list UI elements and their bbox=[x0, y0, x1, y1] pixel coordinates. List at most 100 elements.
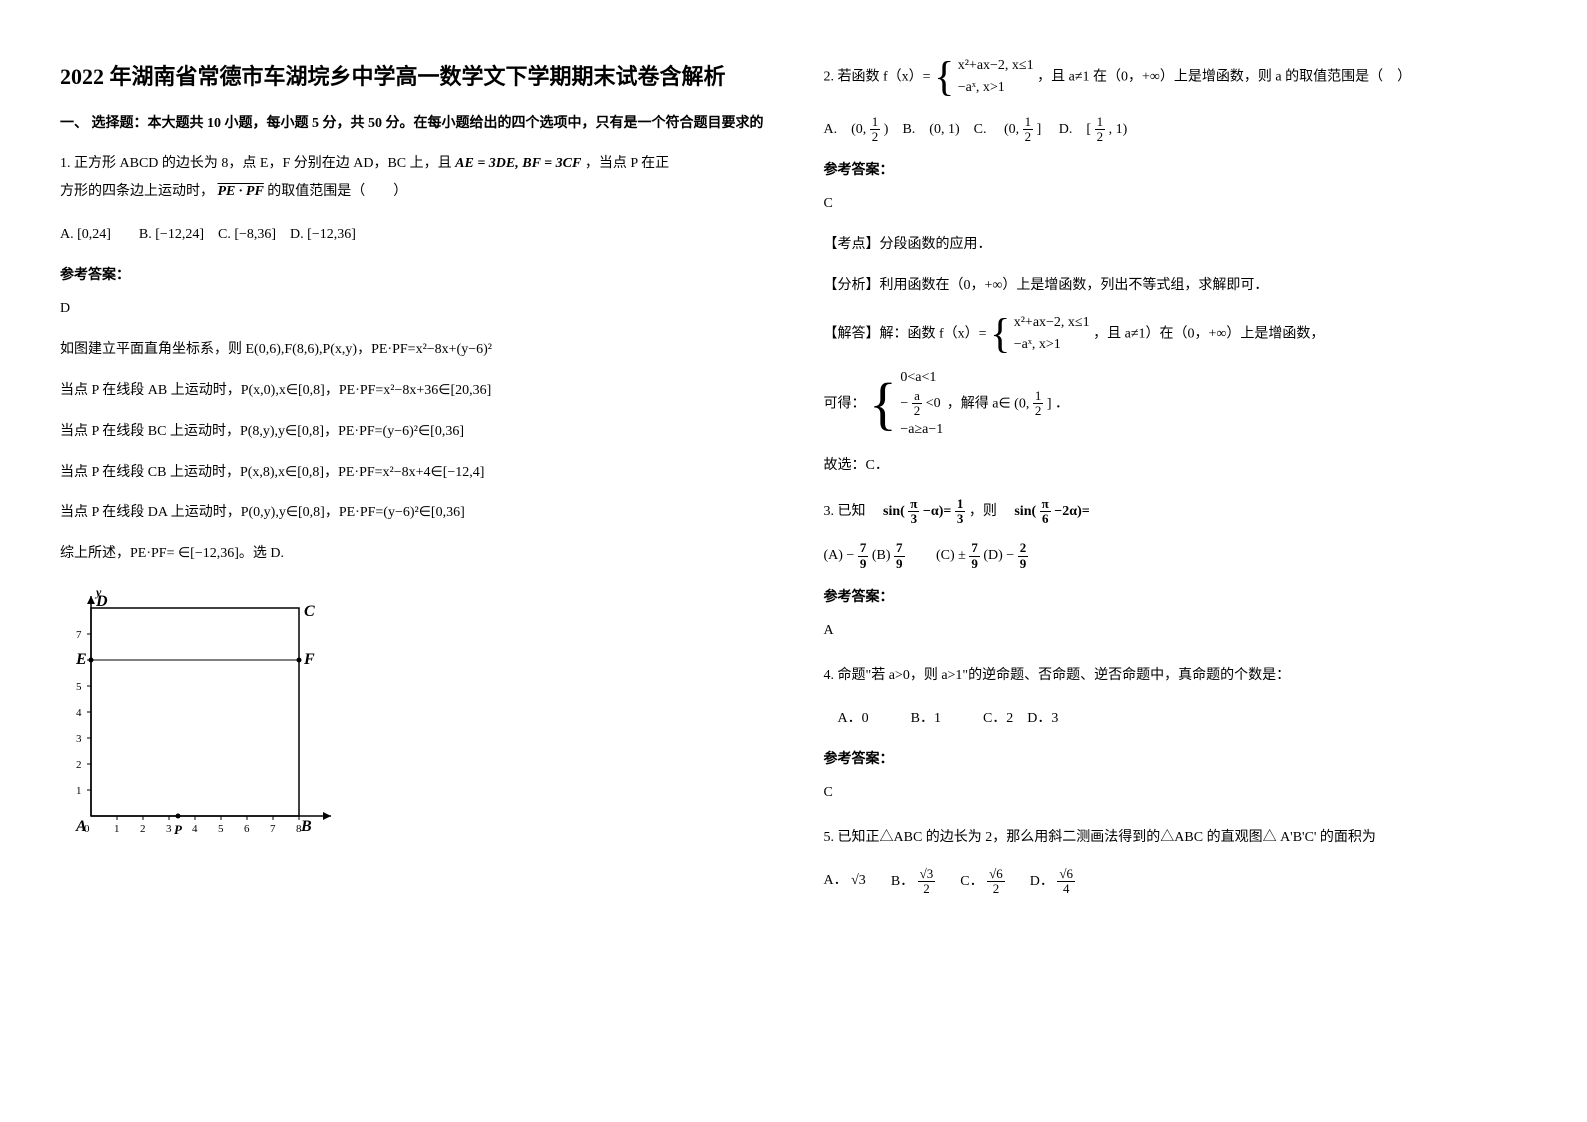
q2-frac-a2: a2 bbox=[912, 389, 923, 419]
q2-opt-c: (0, bbox=[1004, 122, 1023, 137]
x-arrow-icon bbox=[323, 812, 331, 820]
xt-6: 6 bbox=[244, 823, 250, 835]
yt-7: 7 bbox=[76, 629, 82, 641]
q2-solve: ，解得 a∈ bbox=[947, 396, 1011, 411]
q2-stem-b: ，且 a≠1 在（0，+∞）上是增函数，则 a 的取值范围是（ ） bbox=[1037, 70, 1411, 85]
q2-conditions: 0<a<1 − a2 <0 −a≥a−1 bbox=[900, 367, 943, 441]
q1-explain-6: 综上所述，PE·PF= ∈[−12,36]。选 D. bbox=[60, 539, 764, 570]
yt-1: 1 bbox=[76, 785, 82, 797]
xt-2: 2 bbox=[140, 823, 146, 835]
q5-opt-a: A． √3 bbox=[824, 867, 866, 897]
q3-opt-d: (D) − bbox=[983, 548, 1014, 563]
q3-opt-c: (C) ± bbox=[908, 548, 966, 563]
q2-kd: 【考点】分段函数的应用． bbox=[824, 230, 1528, 261]
q4-answer-letter: C bbox=[824, 778, 1528, 809]
label-f: F bbox=[303, 651, 315, 668]
q1-explain-1: 如图建立平面直角坐标系，则 E(0,6),F(8,6),P(x,y)，PE·PF… bbox=[60, 335, 764, 366]
q5-options: A． √3 B． √32 C． √62 D． √64 bbox=[824, 867, 1528, 897]
q3-opt-b: (B) bbox=[872, 548, 894, 563]
coordinate-graph: D C E F A B P 0 1 2 3 4 5 6 7 8 1 2 3 bbox=[60, 585, 342, 847]
xt-4: 4 bbox=[192, 823, 198, 835]
q2-piecewise: x²+ax−2, x≤1 −aˣ, x>1 bbox=[958, 55, 1034, 100]
q2-piece2b: −aˣ, x>1 bbox=[1014, 334, 1090, 356]
q2-choose: 故选：C． bbox=[824, 451, 1528, 482]
q5-frac-c: √62 bbox=[987, 867, 1005, 897]
q2-answer-label: 参考答案： bbox=[824, 159, 1528, 179]
q5-frac-d: √64 bbox=[1057, 867, 1075, 897]
q2-piece1b: x²+ax−2, x≤1 bbox=[1014, 312, 1090, 334]
page-title: 2022 年湖南省常德市车湖垸乡中学高一数学文下学期期末试卷含解析 bbox=[60, 60, 764, 93]
label-p: P bbox=[174, 822, 183, 837]
q5-frac-b: √32 bbox=[918, 867, 936, 897]
q3-answer-label: 参考答案： bbox=[824, 586, 1528, 606]
q1-explain-3: 当点 P 在线段 BC 上运动时，P(8,y),y∈[0,8]，PE·PF=(y… bbox=[60, 417, 764, 448]
q2-opt-d: D. [ bbox=[1045, 122, 1091, 137]
q2-piecewise-2: x²+ax−2, x≤1 −aˣ, x>1 bbox=[1014, 312, 1090, 357]
q3-stem-a: 3. 已知 bbox=[824, 504, 880, 519]
q1-options: A. [0,24] B. [−12,24] C. [−8,36] D. [−12… bbox=[60, 221, 764, 249]
q3-frac-79a: 79 bbox=[858, 541, 869, 571]
point-p bbox=[176, 813, 181, 818]
q1-explain-5: 当点 P 在线段 DA 上运动时，P(0,y),y∈[0,8]，PE·PF=(y… bbox=[60, 498, 764, 529]
q1-stem-d: 方形的四条边上运动时， bbox=[60, 184, 214, 199]
q4-answer-label: 参考答案： bbox=[824, 748, 1528, 768]
q1-answer-label: 参考答案： bbox=[60, 264, 764, 284]
origin-label: 0 bbox=[84, 823, 90, 835]
xt-3: 3 bbox=[166, 823, 172, 835]
q1-math-2: PE · PF bbox=[218, 184, 264, 199]
q5-opt-c: C． √62 bbox=[960, 867, 1004, 897]
q1-explain-4: 当点 P 在线段 CB 上运动时，P(x,8),x∈[0,8]，PE·PF=x²… bbox=[60, 458, 764, 489]
q2-cond3: −a≥a−1 bbox=[900, 419, 943, 441]
q2-answer-letter: C bbox=[824, 189, 1528, 220]
q3-options: (A) − 79 (B) 79 (C) ± 79 (D) − 29 bbox=[824, 541, 1528, 571]
q2-cond1: 0<a<1 bbox=[900, 367, 943, 389]
q3-frac-pi3: π3 bbox=[908, 497, 919, 527]
q2-opt-c2: ] bbox=[1037, 122, 1042, 137]
q2-kede: 可得： bbox=[824, 396, 866, 411]
q2-kede-block: 可得： { 0<a<1 − a2 <0 −a≥a−1 ，解得 a∈ (0, 12… bbox=[824, 367, 1528, 441]
xt-8: 8 bbox=[296, 823, 302, 835]
yt-4: 4 bbox=[76, 707, 82, 719]
graph-svg: D C E F A B P 0 1 2 3 4 5 6 7 8 1 2 3 bbox=[61, 586, 341, 846]
q2-piece2: −aˣ, x>1 bbox=[958, 77, 1034, 99]
label-b: B bbox=[300, 818, 312, 835]
q2-opt-a2: ) B. (0, 1) C. bbox=[884, 122, 1001, 137]
q3-frac-29: 29 bbox=[1018, 541, 1029, 571]
section-header: 一、 选择题：本大题共 10 小题，每小题 5 分，共 50 分。在每小题给出的… bbox=[60, 113, 764, 135]
brace-icon-3: { bbox=[869, 371, 897, 436]
q1-stem-a: 1. 正方形 ABCD 的边长为 8，点 E，F 分别在边 AD，BC 上，且 bbox=[60, 156, 452, 171]
question-2: 2. 若函数 f（x）= { x²+ax−2, x≤1 −aˣ, x>1 ，且 … bbox=[824, 55, 1528, 100]
q1-answer-letter: D bbox=[60, 294, 764, 325]
q2-frac-a: 12 bbox=[870, 115, 881, 145]
q2-interval: (0, bbox=[1014, 396, 1033, 411]
q2-options: A. (0, 12 ) B. (0, 1) C. (0, 12 ] D. [ 1… bbox=[824, 115, 1528, 145]
question-4: 4. 命题"若 a>0，则 a>1"的逆命题、否命题、逆否命题中，真命题的个数是… bbox=[824, 662, 1528, 690]
q3-frac-79c: 79 bbox=[969, 541, 980, 571]
q3-sin1-a: sin( bbox=[883, 504, 905, 519]
xt-1: 1 bbox=[114, 823, 120, 835]
question-3: 3. 已知 sin( π3 −α)= 13 ，则 sin( π6 −2α)= bbox=[824, 497, 1528, 527]
yt-5: 5 bbox=[76, 681, 82, 693]
q3-sin2-a: sin( bbox=[1014, 504, 1036, 519]
left-column: 2022 年湖南省常德市车湖垸乡中学高一数学文下学期期末试卷含解析 一、 选择题… bbox=[60, 40, 764, 904]
q2-period: ． bbox=[1055, 396, 1069, 411]
q2-frac-c: 12 bbox=[1023, 115, 1034, 145]
q3-sin1-c: ，则 bbox=[969, 504, 1011, 519]
q2-jd-b: ，且 a≠1）在（0，+∞）上是增函数， bbox=[1093, 326, 1324, 341]
q3-opt-a: (A) − bbox=[824, 548, 855, 563]
yt-3: 3 bbox=[76, 733, 82, 745]
q4-options: A．0 B．1 C．2 D．3 bbox=[824, 705, 1528, 733]
q2-jd: 【解答】解：函数 f（x）= { x²+ax−2, x≤1 −aˣ, x>1 ，… bbox=[824, 312, 1528, 357]
q1-math-1: AE = 3DE, BF = 3CF bbox=[455, 156, 581, 171]
q3-frac-pi6: π6 bbox=[1040, 497, 1051, 527]
q1-stem-f: 的取值范围是（ ） bbox=[267, 184, 407, 199]
q1-stem-c: ，当点 P 在正 bbox=[585, 156, 669, 171]
y-label: y bbox=[94, 586, 102, 599]
square-abcd bbox=[91, 608, 299, 816]
q2-frac-interval: 12 bbox=[1033, 389, 1044, 419]
q2-frac-d: 12 bbox=[1095, 115, 1106, 145]
q3-sin2-b: −2α)= bbox=[1054, 504, 1089, 519]
xt-7: 7 bbox=[270, 823, 276, 835]
q3-frac-13: 13 bbox=[955, 497, 966, 527]
brace-icon-2: { bbox=[990, 311, 1010, 357]
